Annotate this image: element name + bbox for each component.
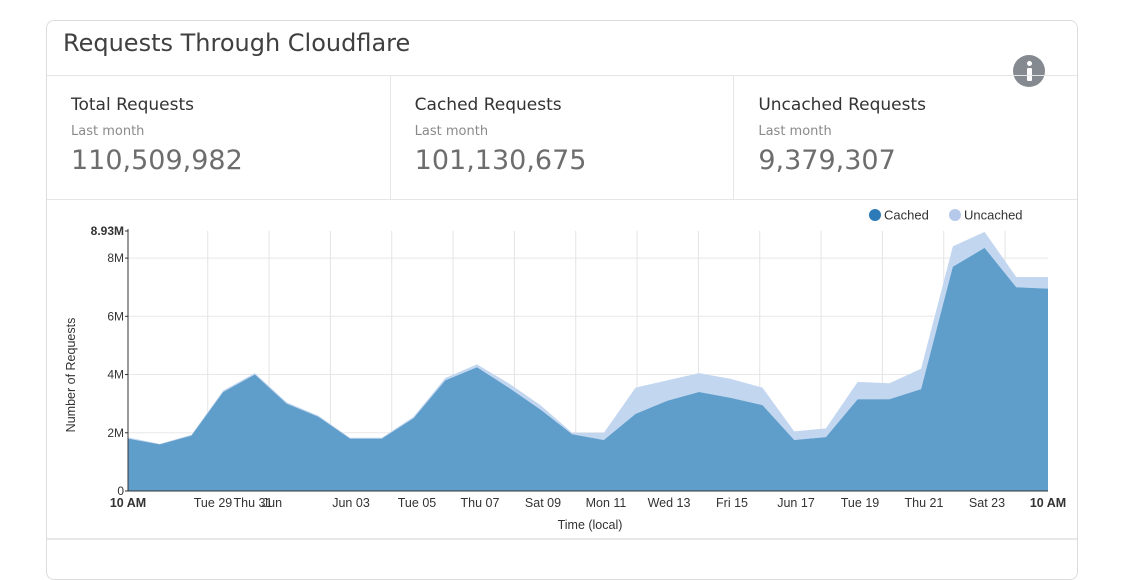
x-axis-title: Time (local) [558,518,623,532]
x-tick-label: Jun 17 [777,496,815,510]
x-tick-label: Thu 07 [461,496,500,510]
stat-period: Last month [758,124,832,139]
stat-period: Last month [71,124,145,139]
x-tick-label: Fri 15 [716,496,748,510]
stat-value: 101,130,675 [414,145,587,176]
y-tick-label: 8.93M [91,224,124,238]
info-icon-dot [1026,61,1032,66]
x-tick-label: Tue 29 [194,496,233,510]
x-tick-label: 10 AM [110,496,146,510]
info-icon[interactable] [1013,55,1045,87]
legend-label-cached: Cached [884,208,929,223]
stat-cached-requests: Cached Requests Last month 101,130,675 [391,76,735,199]
y-tick-label: 8M [107,251,124,265]
requests-card: Requests Through Cloudflare Total Reques… [46,20,1078,580]
stat-value: 110,509,982 [71,145,243,176]
requests-chart: 0 2M 4M 6M 8M 8.93M 10 AM Tue 29 Thu 31 Jun Jun 03… [47,199,1077,539]
y-tick-label: 2M [107,426,124,440]
info-icon-bar [1026,68,1032,81]
x-tick-label: Thu 31 [234,496,273,510]
stat-period: Last month [414,124,489,139]
stats-row: Total Requests Last month 110,509,982 Ca… [47,75,1077,200]
y-axis-title: Number of Requests [64,318,78,433]
x-tick-label: Mon 11 [586,496,627,510]
y-tick-label: 4M [107,368,124,382]
legend-swatch-uncached [949,209,961,221]
x-tick-label: 10 AM [1030,496,1066,510]
y-tick-label: 0 [117,484,124,498]
stat-value: 9,379,307 [758,145,896,176]
stat-label: Total Requests [71,95,195,115]
stat-label: Uncached Requests [758,95,927,115]
x-tick-label: Tue 05 [398,496,437,510]
card-title: Requests Through Cloudflare [63,29,411,57]
x-tick-label: Thu 21 [905,496,944,510]
stat-total-requests: Total Requests Last month 110,509,982 [47,76,391,199]
stat-label: Cached Requests [414,95,562,115]
legend-swatch-cached [869,209,881,221]
x-tick-label: Wed 13 [648,496,691,510]
stat-uncached-requests: Uncached Requests Last month 9,379,307 [734,76,1077,199]
x-tick-label: Sat 23 [969,496,1005,510]
legend-label-uncached: Uncached [964,208,1023,223]
series-cached-area [128,247,1048,491]
x-tick-label: Sat 09 [525,496,561,510]
y-tick-label: 6M [107,309,124,323]
card-footer-divider [47,538,1077,540]
x-tick-label: Jun [262,496,282,510]
x-tick-label: Tue 19 [841,496,880,510]
series-uncached-area [128,231,1048,445]
x-tick-label: Jun 03 [332,496,370,510]
